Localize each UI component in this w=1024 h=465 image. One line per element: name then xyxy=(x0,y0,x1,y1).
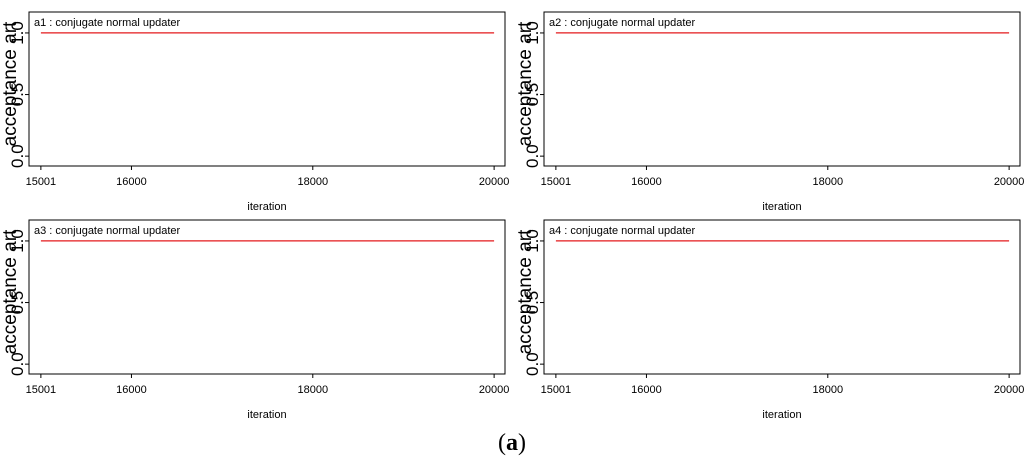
x-axis-label: iteration xyxy=(247,409,286,421)
chart-panel-4: a4 : conjugate normal updater 15001 16000 1… xyxy=(515,219,1024,421)
panel-annotation: a3 : conjugate normal updater xyxy=(34,225,180,237)
y-tick-label: 1.0 xyxy=(523,229,542,253)
panel-annotation: a2 : conjugate normal updater xyxy=(549,17,695,29)
y-tick-label: 0.0 xyxy=(8,144,27,168)
x-tick-label: 15001 xyxy=(541,384,572,396)
x-tick-label: 20000 xyxy=(994,176,1024,188)
x-tick-label: 20000 xyxy=(479,384,510,396)
x-tick-label: 16000 xyxy=(116,384,147,396)
y-tick-label: 0.5 xyxy=(8,83,27,107)
x-tick-label: 20000 xyxy=(994,384,1024,396)
figure-caption: (a) xyxy=(0,430,1024,457)
plot-frame xyxy=(543,219,1021,375)
caption-open: ( xyxy=(498,430,506,456)
x-axis-label: iteration xyxy=(247,201,286,213)
x-tick-label: 20000 xyxy=(479,176,510,188)
plot-frame xyxy=(28,219,506,375)
caption-close: ) xyxy=(518,430,526,456)
y-axis-label: acceptance art xyxy=(515,21,536,146)
x-tick-label: 18000 xyxy=(812,384,843,396)
panel-annotation: a1 : conjugate normal updater xyxy=(34,17,180,29)
plot-frame xyxy=(543,11,1021,167)
y-tick-label: 1.0 xyxy=(523,21,542,45)
x-axis-label: iteration xyxy=(762,409,801,421)
x-tick-label: 18000 xyxy=(297,176,328,188)
x-tick-label: 15001 xyxy=(26,176,57,188)
x-tick-label: 18000 xyxy=(812,176,843,188)
y-tick-label: 0.5 xyxy=(523,291,542,315)
y-tick-label: 0.5 xyxy=(523,83,542,107)
y-tick-label: 0.5 xyxy=(8,291,27,315)
y-tick-label: 1.0 xyxy=(8,229,27,253)
y-tick-label: 0.0 xyxy=(523,352,542,376)
y-axis-label: acceptance art xyxy=(515,229,536,354)
chart-panel-3: a3 : conjugate normal updater 15001 16000 1… xyxy=(0,219,510,421)
x-tick-label: 15001 xyxy=(541,176,572,188)
x-tick-label: 16000 xyxy=(116,176,147,188)
y-axis-label: acceptance art xyxy=(0,229,21,354)
chart-panel-1: a1 : conjugate normal updater 15001 16000 1… xyxy=(0,11,510,213)
plot-frame xyxy=(28,11,506,167)
caption-letter: a xyxy=(506,430,518,456)
y-tick-label: 1.0 xyxy=(8,21,27,45)
chart-panel-2: a2 : conjugate normal updater 15001 16000 1… xyxy=(515,11,1024,213)
y-tick-label: 0.0 xyxy=(523,144,542,168)
panel-annotation: a4 : conjugate normal updater xyxy=(549,225,695,237)
x-tick-label: 18000 xyxy=(297,384,328,396)
x-axis-label: iteration xyxy=(762,201,801,213)
y-axis-label: acceptance art xyxy=(0,21,21,146)
x-tick-label: 15001 xyxy=(26,384,57,396)
x-tick-label: 16000 xyxy=(631,384,662,396)
x-tick-label: 16000 xyxy=(631,176,662,188)
y-tick-label: 0.0 xyxy=(8,352,27,376)
